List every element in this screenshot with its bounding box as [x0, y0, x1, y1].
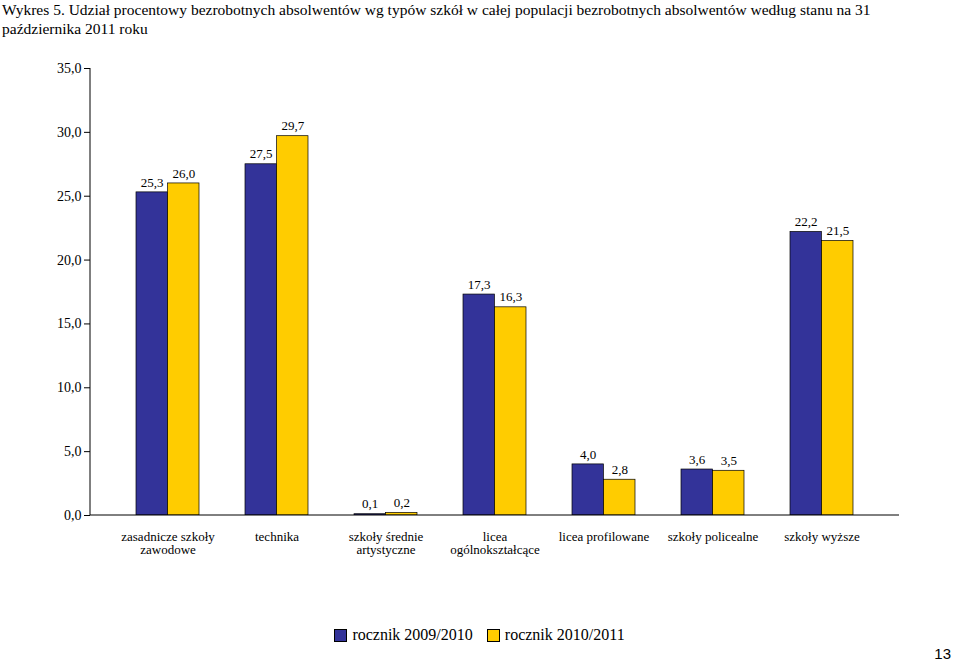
svg-text:liceaogólnokształcące: liceaogólnokształcące — [450, 529, 540, 557]
svg-text:szkoły policealne: szkoły policealne — [668, 529, 759, 544]
svg-text:15,0: 15,0 — [57, 316, 82, 331]
svg-text:22,2: 22,2 — [795, 214, 818, 229]
svg-text:0,1: 0,1 — [362, 496, 378, 511]
html-text:rocznik 2010/2011: rocznik 2010/2011 — [504, 626, 625, 643]
svg-text:4,0: 4,0 — [580, 447, 596, 462]
svg-text:25,0: 25,0 — [57, 189, 82, 204]
svg-text:0,0: 0,0 — [64, 508, 82, 523]
svg-text:21,5: 21,5 — [826, 223, 849, 238]
svg-text:10,0: 10,0 — [57, 380, 82, 395]
svg-text:17,3: 17,3 — [468, 277, 491, 292]
svg-text:5,0: 5,0 — [64, 444, 82, 459]
svg-text:szkoły średnieartystyczne: szkoły średnieartystyczne — [349, 529, 424, 557]
svg-text:2,8: 2,8 — [612, 462, 628, 477]
html-text:13: 13 — [934, 645, 951, 662]
html-text:rocznik 2009/2010: rocznik 2009/2010 — [352, 626, 473, 643]
html-text:Wykres 5. Udział procentowy be: Wykres 5. Udział procentowy bezrobotnych… — [2, 1, 871, 37]
svg-text:35,0: 35,0 — [57, 61, 82, 76]
svg-text:25,3: 25,3 — [141, 175, 164, 190]
svg-text:26,0: 26,0 — [172, 166, 195, 181]
svg-text:20,0: 20,0 — [57, 253, 82, 268]
svg-text:3,5: 3,5 — [721, 453, 737, 468]
svg-text:27,5: 27,5 — [250, 146, 273, 161]
svg-text:29,7: 29,7 — [281, 118, 304, 133]
svg-text:szkoły wyższe: szkoły wyższe — [784, 529, 860, 544]
svg-text:3,6: 3,6 — [689, 452, 706, 467]
svg-text:technika: technika — [255, 529, 299, 544]
svg-text:zasadnicze szkołyzawodowe: zasadnicze szkołyzawodowe — [121, 529, 215, 557]
svg-text:30,0: 30,0 — [57, 125, 82, 140]
svg-text:0,2: 0,2 — [394, 495, 410, 510]
svg-text:16,3: 16,3 — [499, 289, 522, 304]
svg-text:licea profilowane: licea profilowane — [559, 529, 650, 544]
